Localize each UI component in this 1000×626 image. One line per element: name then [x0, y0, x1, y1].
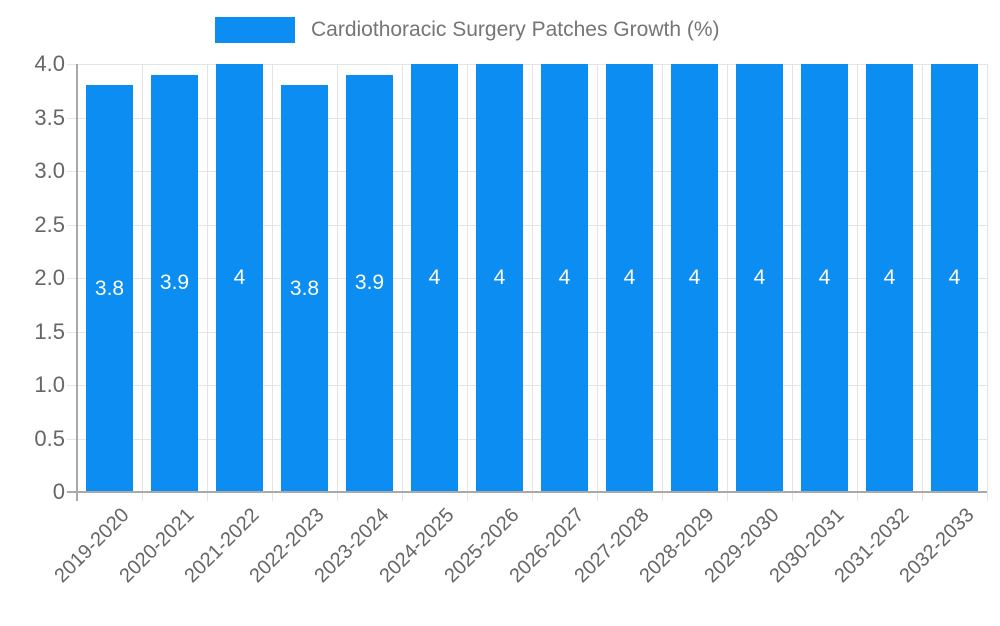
bar-value-label: 4 [558, 266, 571, 289]
x-tick-label: 2032-2033 [894, 504, 979, 588]
bar [931, 64, 978, 492]
bar-value-label: 3.8 [94, 276, 125, 300]
x-tick-label: 2025-2026 [439, 504, 524, 588]
bar [346, 74, 393, 492]
bar [671, 64, 718, 492]
bar-value-label: 4 [948, 266, 961, 289]
gridline [67, 171, 987, 172]
y-tick-label: 3.5 [34, 104, 65, 130]
legend-label: Cardiothoracic Surgery Patches Growth (%… [311, 18, 720, 41]
gridline [67, 64, 987, 65]
y-tick-label: 0 [52, 479, 65, 504]
bar [151, 74, 198, 492]
bar [541, 64, 588, 492]
gridline [67, 438, 987, 440]
x-tick-label: 2024-2025 [374, 504, 459, 588]
bar-value-label: 4 [753, 266, 766, 289]
gridline [597, 64, 598, 501]
plot-area: 0 0.5 1.0 1.5 2.0 2.5 3.0 3.5 4.0 3.8 2019-2020 3.9… [34, 51, 988, 587]
bar-value-label: 4 [233, 266, 246, 289]
bar [216, 64, 263, 492]
gridline [467, 64, 468, 501]
x-tick-label: 2027-2028 [569, 504, 654, 588]
y-axis-line [76, 64, 78, 501]
gridline [67, 117, 987, 119]
gridline [67, 385, 987, 386]
bar-value-label: 3.9 [159, 271, 190, 295]
bar-value-label: 3.8 [289, 276, 320, 300]
x-tick-label: 2029-2030 [699, 504, 784, 588]
x-tick-label: 2026-2027 [504, 504, 589, 588]
bar [476, 64, 523, 492]
x-tick-label: 2021-2022 [179, 504, 264, 588]
y-tick-label: 0.5 [34, 425, 65, 451]
gridline [727, 64, 728, 501]
bar-chart: Cardiothoracic Surgery Patches Growth (%… [34, 17, 988, 588]
gridline [532, 64, 533, 501]
gridline [272, 64, 273, 501]
gridline [662, 64, 663, 501]
legend-swatch [215, 17, 295, 43]
y-tick-label: 1.0 [34, 372, 65, 397]
x-tick-label: 2031-2032 [829, 504, 914, 588]
gridline [67, 331, 987, 333]
bar-value-label: 4 [493, 266, 506, 289]
bar [86, 85, 133, 492]
gridline [402, 64, 403, 501]
x-tick-label: 2028-2029 [634, 504, 719, 588]
x-tick-label: 2020-2021 [114, 504, 199, 588]
bar [411, 64, 458, 492]
y-tick-label: 4.0 [34, 51, 65, 76]
gridline [922, 64, 923, 501]
gridline [207, 64, 208, 501]
bar-value-label: 4 [818, 266, 831, 289]
y-tick-label: 2.5 [34, 211, 65, 237]
bar-value-label: 4 [883, 266, 896, 289]
gridline [67, 224, 987, 226]
chart-legend: Cardiothoracic Surgery Patches Growth (%… [215, 17, 720, 43]
bar [281, 85, 328, 492]
bar [866, 64, 913, 492]
gridline [987, 64, 988, 501]
bar-value-label: 4 [428, 266, 441, 289]
x-tick-label: 2030-2031 [764, 504, 849, 588]
bar-value-label: 4 [688, 266, 701, 289]
gridline [857, 64, 858, 501]
x-tick-label: 2023-2024 [309, 504, 394, 588]
gridline [67, 278, 987, 279]
bar [606, 64, 653, 492]
y-tick-label: 2.0 [34, 265, 65, 290]
y-tick-label: 3.0 [34, 158, 65, 183]
x-axis-line [67, 491, 987, 493]
bar [736, 64, 783, 492]
bar-value-label: 4 [623, 266, 636, 289]
gridline [337, 64, 338, 501]
gridline [792, 64, 793, 501]
gridline [142, 64, 143, 501]
x-tick-label: 2022-2023 [244, 504, 329, 588]
x-tick-label: 2019-2020 [49, 504, 134, 588]
bar-value-label: 3.9 [354, 271, 385, 295]
y-tick-label: 1.5 [34, 318, 65, 344]
bar [801, 64, 848, 492]
